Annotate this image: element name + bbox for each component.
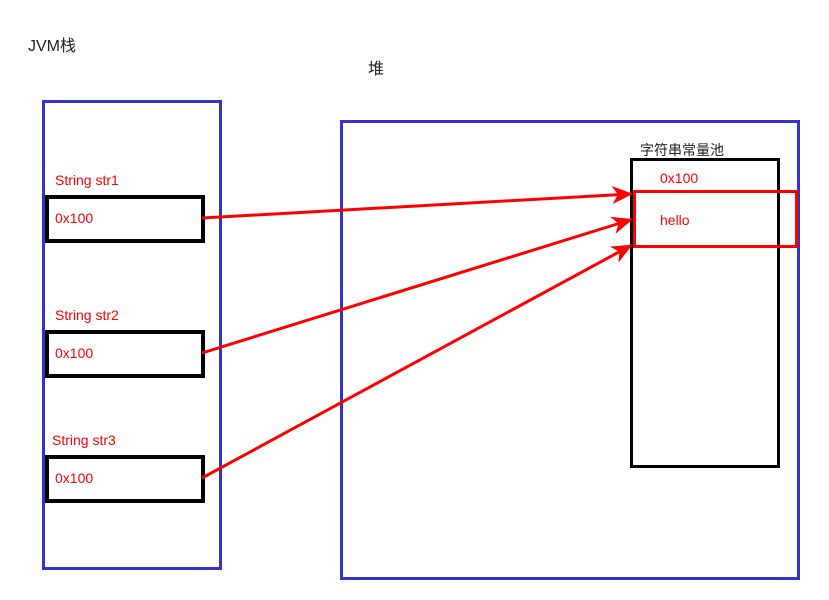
stack-item-1-addr: 0x100 [55, 345, 93, 361]
pool-value-box [633, 190, 798, 248]
stack-item-2-name: String str3 [52, 432, 116, 448]
stack-item-0-addr: 0x100 [55, 210, 93, 226]
pool-item-value: hello [660, 212, 690, 228]
stack-item-0-name: String str1 [55, 172, 119, 188]
heap-title: 堆 [368, 55, 384, 79]
pool-item-addr: 0x100 [660, 170, 698, 186]
stack-title: JVM栈 [28, 32, 76, 56]
stack-item-2-addr: 0x100 [55, 470, 93, 486]
stack-item-1-name: String str2 [55, 307, 119, 323]
